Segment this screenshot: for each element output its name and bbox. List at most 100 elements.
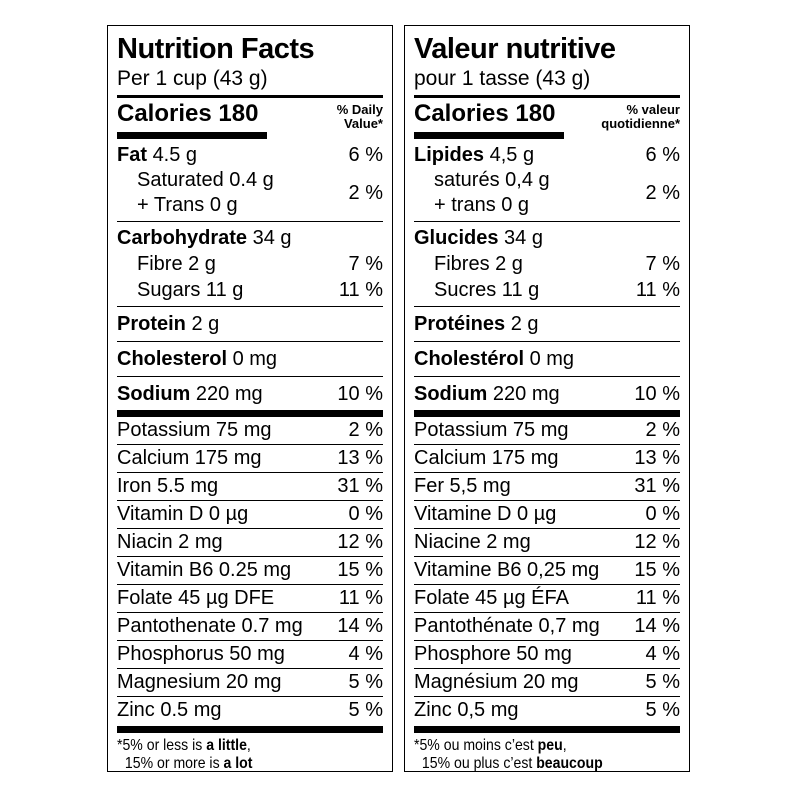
micronutrient-pct: 4 % [348, 643, 383, 665]
sugars-row-en: Sugars 11 g 11 % [117, 277, 383, 303]
section-divider [117, 221, 383, 222]
calories-row-en: Calories 180 % Daily Value* [117, 100, 383, 131]
micronutrient-label: Potassium 75 mg [117, 419, 272, 441]
sugars-pct: 11 % [338, 279, 383, 301]
cholesterol-value: 0 mg [232, 348, 278, 370]
cholesterol-name: Cholestérol [414, 348, 525, 370]
daily-value-header-fr: % valeur quotidienne* [601, 100, 680, 131]
micronutrient-label: Magnesium 20 mg [117, 671, 282, 693]
sodium-pct: 10 % [337, 383, 383, 405]
micronutrient-row: Niacin 2 mg 12 % [117, 528, 383, 556]
serving-size-fr: pour 1 tasse (43 g) [414, 67, 591, 90]
micronutrient-row: Fer 5,5 mg 31 % [414, 472, 680, 500]
micronutrient-pct: 14 % [337, 615, 383, 637]
calories-word: Calories [117, 100, 212, 127]
micronutrient-row: Phosphorus 50 mg 4 % [117, 640, 383, 668]
cholesterol-label: Cholesterol 0 mg [117, 345, 277, 373]
micronutrient-label: Vitamine B6 0,25 mg [414, 559, 600, 581]
micronutrient-row: Potassium 75 mg 2 % [414, 417, 680, 444]
micronutrient-pct: 12 % [634, 531, 680, 553]
cholesterol-name: Cholesterol [117, 348, 228, 370]
sodium-value: 220 mg [492, 383, 560, 405]
micronutrient-row: Calcium 175 mg 13 % [117, 444, 383, 472]
micronutrient-label: Vitamine D 0 µg [414, 503, 557, 525]
fibre-pct: 7 % [645, 253, 680, 275]
carbohydrate-value: 34 g [504, 227, 543, 249]
micronutrient-pct: 15 % [337, 559, 383, 581]
sugars-pct: 11 % [635, 279, 680, 301]
sodium-row-en: Sodium 220 mg 10 % [117, 380, 383, 408]
thick-separator-bar [414, 726, 680, 733]
carbohydrate-row-fr: Glucides 34 g [414, 225, 680, 251]
sugars-label: Sugars 11 g [137, 279, 244, 301]
header-rule [414, 95, 680, 98]
trans-line: + trans 0 g [434, 194, 530, 216]
nutrition-facts-panel-en: Nutrition Facts Per 1 cup (43 g) Calorie… [107, 25, 393, 772]
footnote-line1: *5% or less is a little, [117, 737, 251, 754]
micronutrient-pct: 11 % [635, 587, 680, 609]
fat-pct: 6 % [645, 144, 680, 166]
micronutrient-label: Pantothenate 0.7 mg [117, 615, 303, 637]
protein-value: 2 g [191, 313, 220, 335]
micronutrient-row: Folate 45 µg DFE 11 % [117, 584, 383, 612]
protein-name: Protein [117, 313, 186, 335]
micronutrient-label: Fer 5,5 mg [414, 475, 511, 497]
micronutrient-pct: 0 % [348, 503, 383, 525]
fibre-row-fr: Fibres 2 g 7 % [414, 251, 680, 277]
micronutrient-pct: 31 % [634, 475, 680, 497]
dv-header-line1: % valeur [626, 102, 680, 117]
micronutrient-label: Calcium 175 mg [414, 447, 559, 469]
micronutrient-label: Vitamin D 0 µg [117, 503, 249, 525]
saturated-trans-group-en: Saturated 0.4 g + Trans 0 g 2 % [117, 168, 383, 218]
calories-label: Calories 180 [414, 100, 555, 128]
micronutrient-label: Phosphorus 50 mg [117, 643, 285, 665]
calories-underline-bar [117, 132, 267, 139]
fat-row-en: Fat 4.5 g 6 % [117, 142, 383, 168]
fat-pct: 6 % [348, 144, 383, 166]
panel-title-en: Nutrition Facts [117, 33, 315, 65]
micronutrient-label: Pantothénate 0,7 mg [414, 615, 600, 637]
serving-size-en: Per 1 cup (43 g) [117, 67, 268, 90]
carbohydrate-name: Carbohydrate [117, 227, 248, 249]
fat-label: Fat 4.5 g [117, 142, 197, 168]
saturated-trans-lines: Saturated 0.4 g + Trans 0 g [117, 168, 274, 218]
fibre-label: Fibre 2 g [137, 253, 216, 275]
micronutrient-pct: 5 % [645, 671, 680, 693]
micronutrient-row: Phosphore 50 mg 4 % [414, 640, 680, 668]
micronutrient-list-en: Potassium 75 mg 2 % Calcium 175 mg 13 % … [117, 417, 383, 724]
section-divider [414, 341, 680, 342]
footnote-fr: *5% ou moins c’est peu, 15% ou plus c’es… [414, 733, 648, 771]
micronutrient-pct: 5 % [348, 671, 383, 693]
micronutrient-pct: 2 % [348, 419, 383, 441]
micronutrient-label: Calcium 175 mg [117, 447, 262, 469]
micronutrient-label: Folate 45 µg DFE [117, 587, 275, 609]
saturated-trans-pct: 2 % [348, 181, 383, 204]
micronutrient-row: Vitamin D 0 µg 0 % [117, 500, 383, 528]
calories-label: Calories 180 [117, 100, 258, 128]
dv-header-line2: Value* [343, 116, 383, 131]
micronutrient-pct: 5 % [645, 699, 680, 721]
protein-name: Protéines [414, 313, 506, 335]
micronutrient-label: Vitamin B6 0.25 mg [117, 559, 292, 581]
carbohydrate-label: Carbohydrate 34 g [117, 225, 292, 251]
footnote-line2: 15% or more is a lot [124, 755, 253, 772]
calories-value: 180 [515, 100, 556, 127]
protein-label: Protein 2 g [117, 310, 219, 338]
micronutrient-pct: 15 % [634, 559, 680, 581]
dv-header-line1: % Daily [336, 102, 383, 117]
protein-label: Protéines 2 g [414, 310, 539, 338]
sodium-row-fr: Sodium 220 mg 10 % [414, 380, 680, 408]
thick-separator-bar [117, 410, 383, 417]
footnote-line1: *5% ou moins c’est peu, [414, 737, 567, 754]
micronutrient-pct: 2 % [645, 419, 680, 441]
micronutrient-row: Zinc 0,5 mg 5 % [414, 696, 680, 724]
nutrition-labels-container: Nutrition Facts Per 1 cup (43 g) Calorie… [107, 25, 690, 772]
cholesterol-row-fr: Cholestérol 0 mg [414, 345, 680, 373]
micronutrient-row: Vitamin B6 0.25 mg 15 % [117, 556, 383, 584]
calories-row-fr: Calories 180 % valeur quotidienne* [414, 100, 680, 131]
micronutrient-pct: 12 % [337, 531, 383, 553]
micronutrient-row: Niacine 2 mg 12 % [414, 528, 680, 556]
micronutrient-label: Iron 5.5 mg [117, 475, 219, 497]
micronutrient-row: Magnésium 20 mg 5 % [414, 668, 680, 696]
micronutrient-row: Pantothenate 0.7 mg 14 % [117, 612, 383, 640]
